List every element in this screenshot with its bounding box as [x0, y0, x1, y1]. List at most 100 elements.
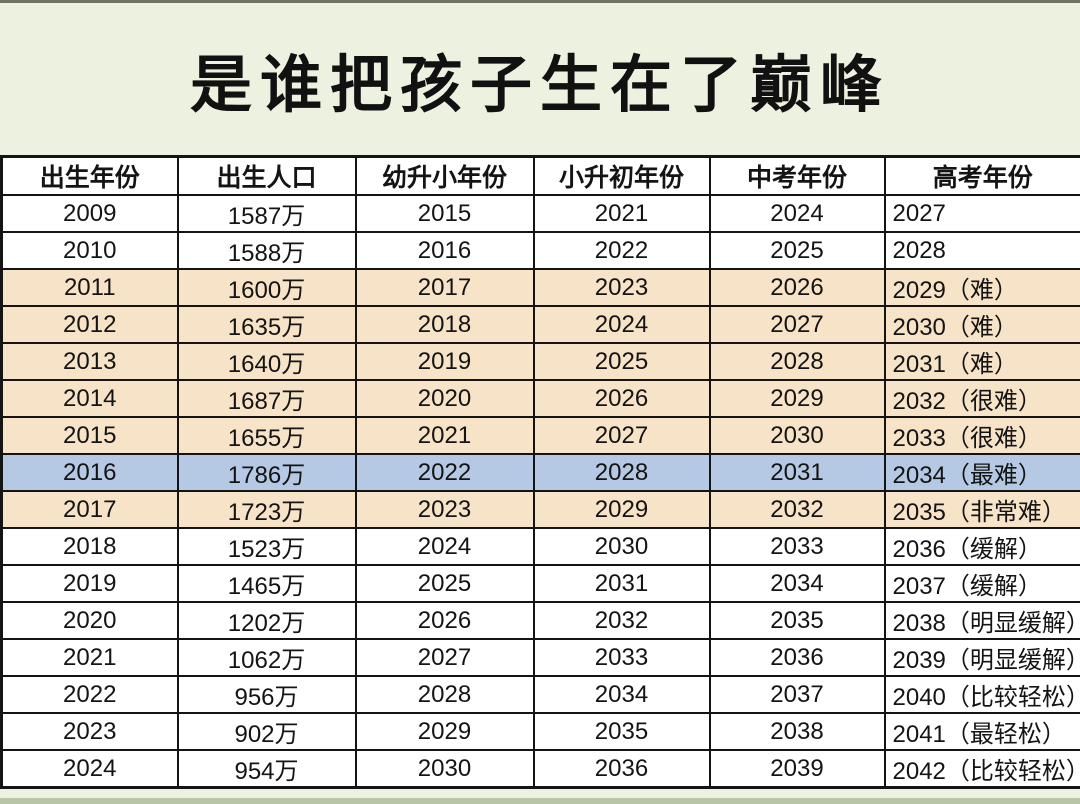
table-cell: 2024 — [708, 194, 886, 233]
gaokao-year-cell: 2038（明显缓解） — [883, 601, 1080, 640]
table-cell: 2031 — [532, 564, 711, 603]
table-cell: 1723万 — [176, 490, 357, 529]
table-cell: 2020 — [354, 379, 535, 418]
table-cell: 2017 — [354, 268, 535, 307]
gaokao-year-cell: 2027 — [883, 194, 1080, 233]
table-cell: 2037 — [708, 675, 886, 714]
table-cell: 2028 — [708, 342, 886, 381]
table-row: 2018 1523万 2024 2030 2033 2036（缓解） — [0, 527, 1080, 566]
table-cell: 1202万 — [176, 601, 357, 640]
table-cell: 1640万 — [176, 342, 357, 381]
column-header: 小升初年份 — [532, 155, 711, 196]
gaokao-year-cell: 2042（比较轻松） — [883, 749, 1080, 789]
table-cell: 2016 — [354, 231, 535, 270]
table-cell: 2031 — [708, 453, 886, 492]
table-cell: 2039 — [708, 749, 886, 789]
table-cell: 2030 — [532, 527, 711, 566]
column-header: 高考年份 — [883, 155, 1080, 196]
peak-years-table: 出生年份 出生人口 幼升小年份 小升初年份 中考年份 高考年份 2009 1587万 2015… — [0, 155, 1080, 789]
table-cell: 1635万 — [176, 305, 357, 344]
table-row: 2016 1786万 2022 2028 2031 2034（最难） — [0, 453, 1080, 492]
table-cell: 2024 — [354, 527, 535, 566]
table-cell: 2017 — [0, 490, 179, 529]
table-cell: 1655万 — [176, 416, 357, 455]
table-cell: 2018 — [354, 305, 535, 344]
table-cell: 2023 — [0, 712, 179, 751]
table-cell: 2018 — [0, 527, 179, 566]
table-cell: 2035 — [708, 601, 886, 640]
gaokao-year-cell: 2039（明显缓解） — [883, 638, 1080, 677]
table-cell: 2015 — [354, 194, 535, 233]
table-cell: 1062万 — [176, 638, 357, 677]
table-cell: 2036 — [708, 638, 886, 677]
table-cell: 2028 — [532, 453, 711, 492]
gaokao-year-cell: 2033（很难） — [883, 416, 1080, 455]
table-cell: 2026 — [708, 268, 886, 307]
table-cell: 2011 — [0, 268, 179, 307]
table-header-row: 出生年份 出生人口 幼升小年份 小升初年份 中考年份 高考年份 — [0, 155, 1080, 196]
gaokao-year-cell: 2031（难） — [883, 342, 1080, 381]
table-cell: 2029 — [354, 712, 535, 751]
table-cell: 902万 — [176, 712, 357, 751]
table-cell: 2010 — [0, 231, 179, 270]
table-cell: 2032 — [708, 490, 886, 529]
table-cell: 954万 — [176, 749, 357, 789]
table-cell: 1465万 — [176, 564, 357, 603]
table-cell: 2025 — [708, 231, 886, 270]
table-cell: 2013 — [0, 342, 179, 381]
gaokao-year-cell: 2028 — [883, 231, 1080, 270]
table-cell: 1687万 — [176, 379, 357, 418]
table-cell: 2027 — [532, 416, 711, 455]
table-cell: 2024 — [0, 749, 179, 789]
table-row: 2024 954万 2030 2036 2039 2042（比较轻松） — [0, 749, 1080, 789]
table-cell: 2022 — [354, 453, 535, 492]
table-cell: 2021 — [354, 416, 535, 455]
table-cell: 1523万 — [176, 527, 357, 566]
table-cell: 2014 — [0, 379, 179, 418]
gaokao-year-cell: 2037（缓解） — [883, 564, 1080, 603]
table-cell: 2012 — [0, 305, 179, 344]
table-body: 2009 1587万 2015 2021 2024 2027 2010 1588万 2016 20… — [0, 194, 1080, 789]
gaokao-year-cell: 2030（难） — [883, 305, 1080, 344]
table-cell: 2029 — [532, 490, 711, 529]
column-header: 出生年份 — [0, 155, 179, 196]
table-cell: 2027 — [708, 305, 886, 344]
top-edge-line — [0, 0, 1080, 3]
table-cell: 2021 — [0, 638, 179, 677]
table-cell: 2015 — [0, 416, 179, 455]
gaokao-year-cell: 2029（难） — [883, 268, 1080, 307]
table-cell: 2025 — [532, 342, 711, 381]
table-cell: 2027 — [354, 638, 535, 677]
table-cell: 2033 — [532, 638, 711, 677]
gaokao-year-cell: 2034（最难） — [883, 453, 1080, 492]
table-cell: 2019 — [354, 342, 535, 381]
table-row: 2015 1655万 2021 2027 2030 2033（很难） — [0, 416, 1080, 455]
table-cell: 2024 — [532, 305, 711, 344]
table-row: 2021 1062万 2027 2033 2036 2039（明显缓解） — [0, 638, 1080, 677]
table-cell: 2022 — [0, 675, 179, 714]
table-cell: 2019 — [0, 564, 179, 603]
page-title: 是谁把孩子生在了巅峰 — [189, 48, 890, 121]
table-cell: 2036 — [532, 749, 711, 789]
table-cell: 1587万 — [176, 194, 357, 233]
column-header: 幼升小年份 — [354, 155, 535, 196]
table-cell: 2023 — [532, 268, 711, 307]
column-header: 中考年份 — [708, 155, 886, 196]
table-cell: 2021 — [532, 194, 711, 233]
table-row: 2013 1640万 2019 2025 2028 2031（难） — [0, 342, 1080, 381]
table-cell: 1588万 — [176, 231, 357, 270]
table-cell: 2033 — [708, 527, 886, 566]
table-cell: 2023 — [354, 490, 535, 529]
table-cell: 956万 — [176, 675, 357, 714]
table-cell: 2038 — [708, 712, 886, 751]
gaokao-year-cell: 2041（最轻松） — [883, 712, 1080, 751]
table-row: 2011 1600万 2017 2023 2026 2029（难） — [0, 268, 1080, 307]
table-cell: 2034 — [708, 564, 886, 603]
table-cell: 2026 — [532, 379, 711, 418]
table-row: 2017 1723万 2023 2029 2032 2035（非常难） — [0, 490, 1080, 529]
table-cell: 2030 — [354, 749, 535, 789]
table-cell: 2009 — [0, 194, 179, 233]
table-row: 2022 956万 2028 2034 2037 2040（比较轻松） — [0, 675, 1080, 714]
table-cell: 1600万 — [176, 268, 357, 307]
